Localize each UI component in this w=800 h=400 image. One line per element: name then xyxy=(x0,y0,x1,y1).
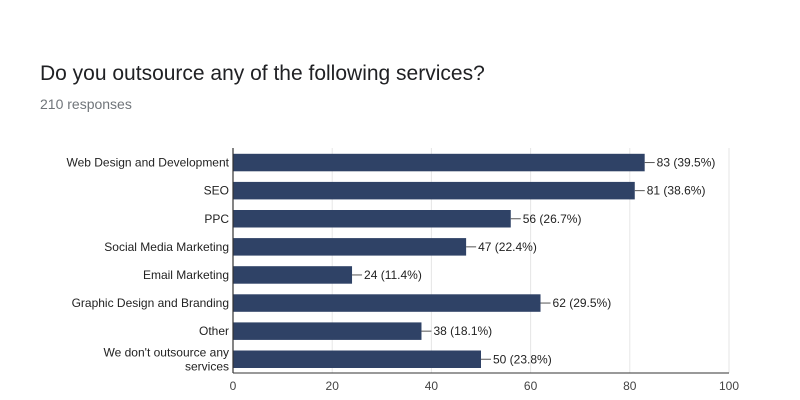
bar xyxy=(233,181,635,200)
bar xyxy=(233,153,645,172)
category-label: Email Marketing xyxy=(143,268,229,282)
x-tick-label: 40 xyxy=(425,379,439,393)
x-tick-label: 20 xyxy=(326,379,340,393)
x-tick-label: 100 xyxy=(719,379,739,393)
data-label: 24 (11.4%) xyxy=(364,268,422,282)
data-label: 62 (29.5%) xyxy=(553,296,612,310)
bar xyxy=(233,322,422,340)
data-label: 50 (23.8%) xyxy=(493,352,552,366)
category-label: Web Design and Development xyxy=(66,156,229,170)
data-label: 56 (26.7%) xyxy=(523,212,582,226)
chart-labels: 0 20 40 60 80 100 83 (39.5%) Web Design and Dev… xyxy=(66,156,739,393)
data-label: 38 (18.1%) xyxy=(433,324,492,338)
x-tick-label: 0 xyxy=(230,379,237,393)
chart-axis xyxy=(232,148,729,374)
category-label: PPC xyxy=(204,212,229,226)
bar xyxy=(233,294,541,312)
x-tick-label: 80 xyxy=(623,379,637,393)
response-count: 210 responses xyxy=(40,96,132,112)
bar xyxy=(233,238,467,256)
bar xyxy=(233,266,353,284)
category-label: SEO xyxy=(204,184,229,198)
category-label: Social Media Marketing xyxy=(104,240,229,254)
data-label: 47 (22.4%) xyxy=(478,240,537,254)
data-label: 81 (38.6%) xyxy=(647,184,706,198)
chart-bars xyxy=(233,153,645,368)
bar xyxy=(233,350,481,368)
category-label: Other xyxy=(199,324,229,338)
bar xyxy=(233,210,511,228)
x-tick-label: 60 xyxy=(524,379,538,393)
data-label: 83 (39.5%) xyxy=(657,156,716,170)
question-title: Do you outsource any of the following se… xyxy=(40,62,485,85)
category-label: Graphic Design and Branding xyxy=(72,296,229,310)
category-label: We don't outsource any services xyxy=(104,345,229,373)
